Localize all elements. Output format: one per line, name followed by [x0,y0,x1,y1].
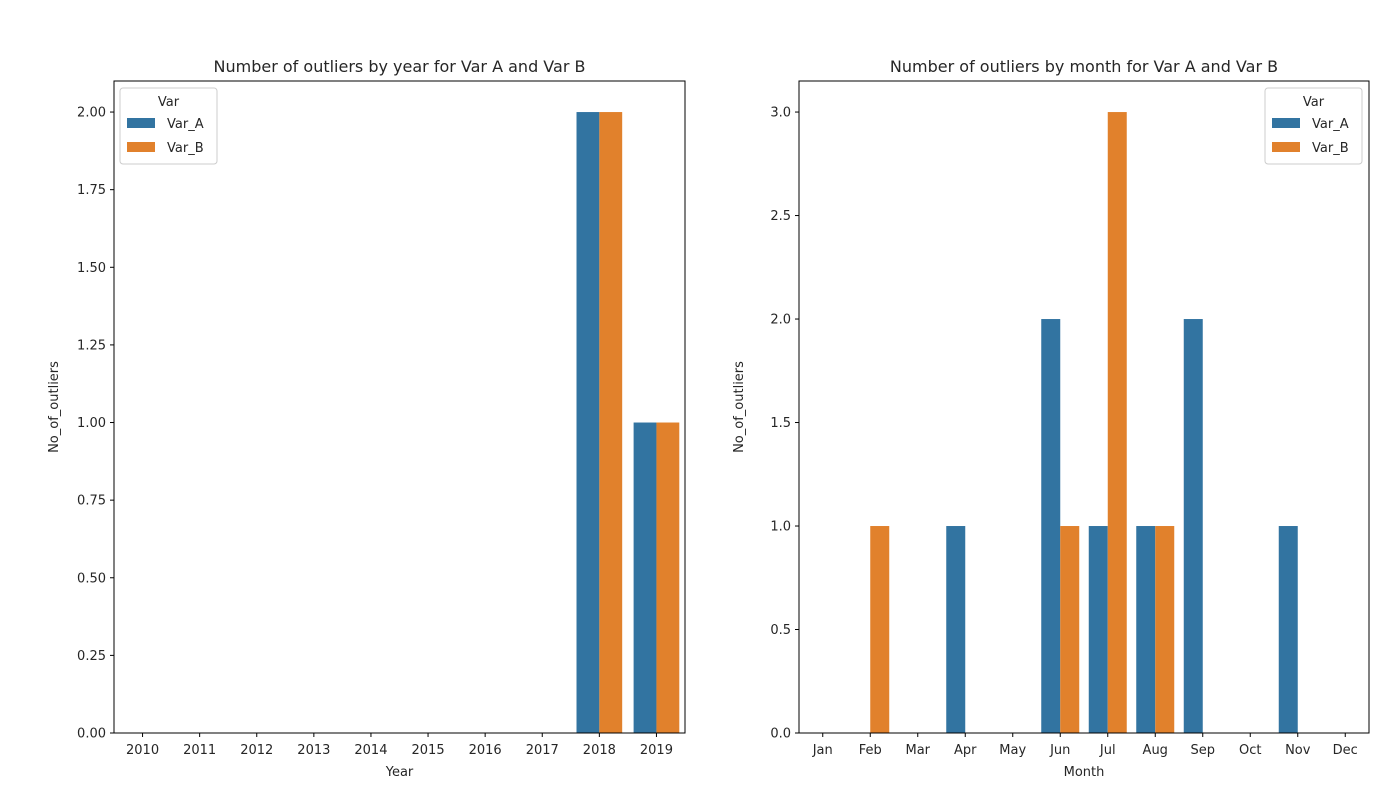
x-axis-label: Month [1064,765,1105,780]
x-tick-label: 2017 [526,743,559,758]
legend-swatch-var-a [127,118,155,128]
y-tick-label: 2.5 [770,209,791,224]
legend-label-var-b: Var_B [1312,141,1349,156]
legend-label-var-a: Var_A [1312,117,1349,132]
bar-var-a-jul [1088,526,1108,733]
plot-frame [798,80,1370,734]
y-tick-label: 2.00 [77,106,106,121]
y-tick-label: 0.0 [770,727,791,742]
bar-var-a-apr [946,526,966,733]
x-tick-label: 2012 [240,743,273,758]
legend-swatch-var-b [127,142,155,152]
y-axis-label: No_of_outliers [47,361,62,453]
y-tick-label: 1.75 [77,183,106,198]
x-tick-label: Jul [1099,743,1116,758]
x-tick-label: Nov [1285,743,1311,758]
legend: Var Var_A Var_B [1264,87,1363,165]
y-tick-label: 1.25 [77,338,106,353]
x-tick-label: Sep [1190,743,1215,758]
legend-label-var-b: Var_B [167,141,204,156]
bar-var-b-jul [1107,112,1127,734]
y-tick-label: 0.75 [77,494,106,509]
y-tick-label: 3.0 [770,106,791,121]
x-tick-label: Aug [1143,743,1168,758]
chart-title: Number of outliers by month for Var A an… [890,57,1278,76]
subplot-2: Jan Feb Mar Apr May Jun Jul Aug Sep Oct Nov Dec 0.0 0… [732,57,1370,780]
bar-var-a-jun [1041,319,1061,733]
x-tick-label: 2013 [297,743,330,758]
x-tick-label: Apr [954,743,977,758]
y-tick-label: 1.0 [770,520,791,535]
bar-var-a-2019 [633,422,657,733]
y-tick-label: 0.5 [770,623,791,638]
bar-var-a-2018 [576,112,600,734]
x-axis-label: Year [385,765,414,780]
y-tick-label: 1.50 [77,261,106,276]
y-axis-label: No_of_outliers [732,361,747,453]
y-tick-label: 1.5 [770,416,791,431]
x-tick-label: 2010 [126,743,159,758]
x-tick-label: Oct [1239,743,1261,758]
legend-title: Var [1303,95,1325,110]
x-tick-label: Feb [859,743,882,758]
x-tick-label: Dec [1333,743,1358,758]
y-tick-label: 0.25 [77,649,106,664]
bar-var-b-2018 [599,112,623,734]
plot-frame [113,80,686,734]
bar-var-a-nov [1278,526,1298,733]
bar-var-a-aug [1136,526,1156,733]
y-tick-label: 1.00 [77,416,106,431]
x-tick-label: 2015 [412,743,445,758]
bar-var-a-sep [1183,319,1203,733]
bar-var-b-2019 [656,422,680,733]
bar-var-b-aug [1155,526,1175,733]
x-tick-label: 2018 [583,743,616,758]
legend-swatch-var-b [1272,142,1300,152]
y-tick-label: 2.0 [770,313,791,328]
x-tick-label: 2016 [469,743,502,758]
subplot-1: 2010 2011 2012 2013 2014 2015 2016 2017 2018 2019… [47,57,686,780]
legend-title: Var [158,95,180,110]
x-tick-label: Mar [905,743,930,758]
x-tick-label: 2011 [183,743,216,758]
legend: Var Var_A Var_B [119,87,218,165]
chart-title: Number of outliers by year for Var A and… [214,57,586,76]
y-tick-label: 0.00 [77,727,106,742]
x-tick-label: Jan [812,743,833,758]
x-tick-label: 2019 [640,743,673,758]
legend-swatch-var-a [1272,118,1300,128]
x-tick-label: 2014 [354,743,387,758]
y-tick-label: 0.50 [77,571,106,586]
x-tick-label: May [999,743,1026,758]
bar-var-b-feb [870,526,890,733]
bar-var-b-jun [1060,526,1080,733]
x-tick-label: Jun [1049,743,1070,758]
legend-label-var-a: Var_A [167,117,204,132]
